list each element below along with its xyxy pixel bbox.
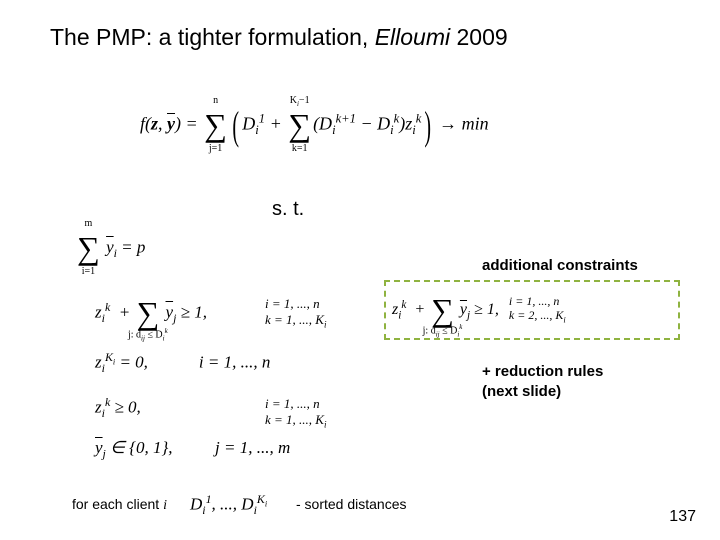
slide-title: The PMP: a tighter formulation, Elloumi … [50, 24, 508, 51]
constraint-y-binary: yj ∈ {0, 1}, j = 1, ..., m [95, 438, 290, 461]
sorted-distances-label: - sorted distances [296, 496, 407, 512]
additional-constraint-formula: zik + ∑j: dij ≤ Dik yj ≥ 1, [392, 292, 499, 329]
additional-constraint-box: zik + ∑j: dij ≤ Dik yj ≥ 1, i = 1, ..., … [384, 280, 680, 340]
constraint-z-ki-zero: ziKi = 0, i = 1, ..., n [95, 350, 270, 376]
constraint-z-nonneg-range: i = 1, ..., nk = 1, ..., Ki [265, 396, 327, 430]
title-author: Elloumi [375, 24, 450, 50]
constraint-z-nonneg: zik ≥ 0, [95, 395, 141, 421]
constraint-z-plus-y-range: i = 1, ..., nk = 1, ..., Ki [265, 296, 327, 330]
objective-function: f(z, y) = ∑nj=1(Di1 + ∑Ki−1k=1(Dik+1 − D… [140, 102, 489, 149]
title-year: 2009 [450, 24, 508, 50]
constraint-z-plus-y: zik + ∑j: dij ≤ Dik yj ≥ 1, [95, 295, 207, 332]
client-text: for each client [72, 496, 163, 512]
constraint-sum-y-p: ∑mi=1 yi = p [75, 230, 145, 267]
reduction-line2: (next slide) [482, 383, 561, 400]
page-number: 137 [669, 508, 696, 526]
subject-to-label: s. t. [272, 198, 304, 221]
client-label: for each client i [72, 496, 167, 514]
sorted-distances-notation: Di1, ..., DiKi [190, 492, 267, 518]
additional-constraint-range: i = 1, ..., nk = 2, ..., Ki [509, 294, 566, 326]
client-i: i [163, 498, 167, 513]
title-prefix: The PMP: a tighter formulation, [50, 24, 375, 50]
reduction-line1: + reduction rules [482, 363, 603, 380]
additional-constraints-label: additional constraints [482, 257, 638, 274]
reduction-rules-label: + reduction rules (next slide) [482, 362, 603, 401]
